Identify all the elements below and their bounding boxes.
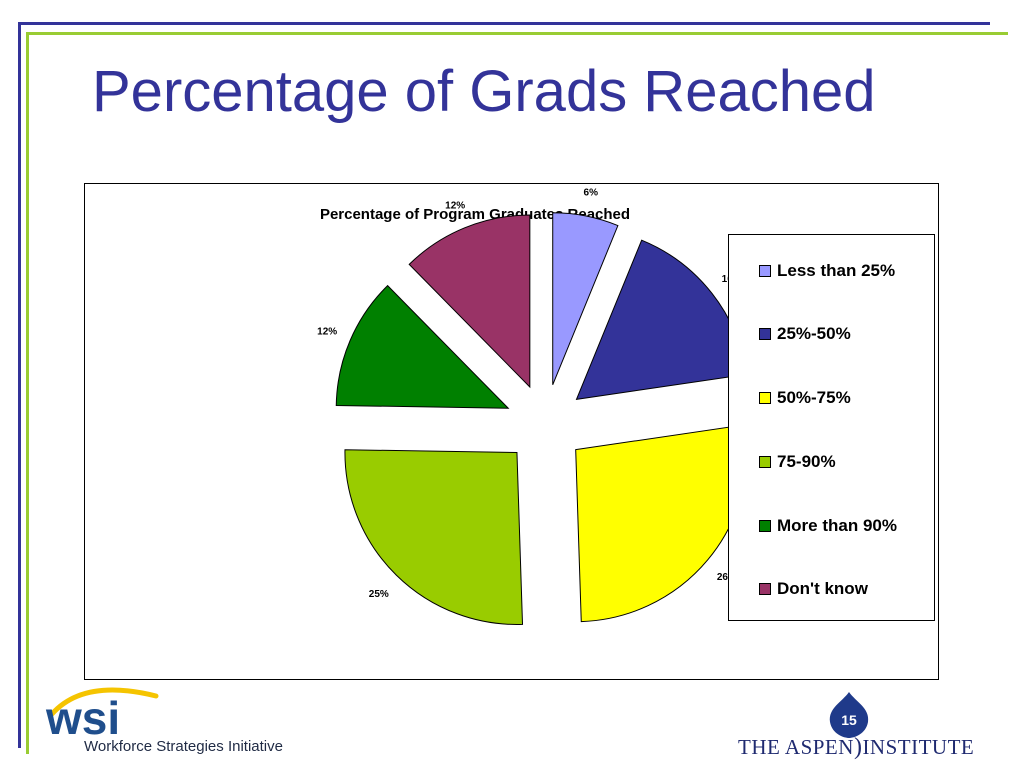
aspen-institute-name: THE ASPEN)INSTITUTE — [738, 734, 975, 760]
legend-item-75-90: 75-90% — [759, 452, 836, 472]
legend-label: Don't know — [777, 579, 868, 598]
chart-area: Percentage of Program Graduates Reached … — [84, 183, 939, 680]
data-label-75-90: 25% — [369, 589, 389, 600]
slide-title: Percentage of Grads Reached — [92, 59, 876, 124]
wsi-logo-text: wsi — [45, 692, 120, 742]
legend-label: More than 90% — [777, 516, 897, 535]
wsi-logo: wsi Workforce Strategies Initiative — [44, 684, 294, 764]
legend-label: 75-90% — [777, 452, 836, 471]
data-label-more-than-90: 12% — [317, 327, 337, 338]
aspen-leaf-icon — [829, 692, 869, 738]
pie-slice-don-t-know — [408, 214, 531, 389]
pie-slice-75-90 — [344, 449, 524, 625]
legend-label: Less than 25% — [777, 261, 896, 280]
frame-top-green-line — [26, 32, 1008, 35]
wsi-logo-mark: wsi — [45, 687, 159, 742]
legend-swatch — [759, 392, 771, 404]
legend-item-dont-know: Don't know — [759, 579, 868, 599]
frame-top-blue-line — [18, 22, 990, 25]
legend-item-more-than-90: More than 90% — [759, 516, 897, 536]
aspen-name-left: THE ASPEN — [738, 735, 854, 759]
pie-slice-less-than-25 — [552, 212, 619, 385]
pie-slice-more-than-90 — [335, 284, 510, 409]
pie-slice-50-75 — [575, 424, 749, 623]
data-label-less-than-25: 6% — [584, 187, 599, 198]
data-label-don-t-know: 12% — [445, 201, 465, 212]
chart-legend: Less than 25% 25%-50% 50%-75% 75-90% Mor… — [728, 234, 935, 621]
data-label-50-75: 26% — [717, 572, 737, 583]
legend-item-less-than-25: Less than 25% — [759, 261, 895, 281]
frame-left-blue-line — [18, 22, 21, 748]
pie-chart: Percentage of Program Graduates Reached … — [317, 187, 749, 625]
legend-swatch — [759, 520, 771, 532]
legend-swatch — [759, 328, 771, 340]
frame-left-green-line — [26, 32, 29, 754]
legend-swatch — [759, 456, 771, 468]
legend-label: 50%-75% — [777, 388, 851, 407]
aspen-name-right: INSTITUTE — [862, 735, 975, 759]
legend-swatch — [759, 265, 771, 277]
wsi-caption: Workforce Strategies Initiative — [84, 738, 283, 755]
page-number: 15 — [841, 712, 857, 728]
legend-label: 25%-50% — [777, 324, 851, 343]
aspen-institute-logo: 15 THE ASPEN)INSTITUTE — [738, 690, 975, 760]
legend-swatch — [759, 583, 771, 595]
legend-item-50-75: 50%-75% — [759, 388, 851, 408]
legend-item-25-50: 25%-50% — [759, 324, 851, 344]
